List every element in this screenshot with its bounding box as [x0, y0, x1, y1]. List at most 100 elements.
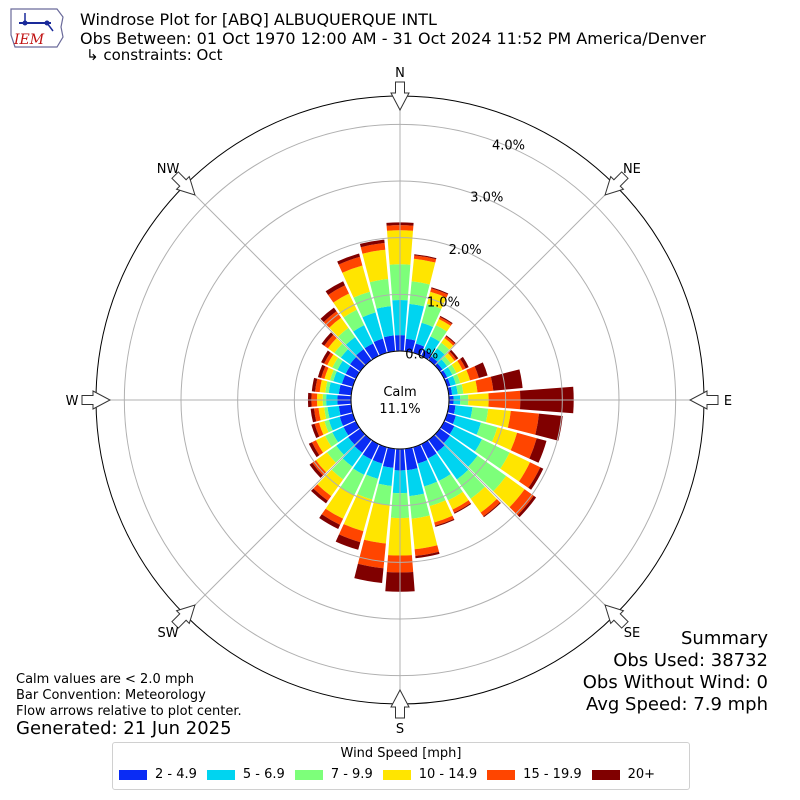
bar-segment — [332, 357, 343, 370]
grid-spoke — [184, 434, 366, 616]
bar-segment — [339, 524, 364, 543]
bar-segment — [327, 354, 339, 368]
bar-segment — [435, 518, 455, 527]
bar-segment — [321, 366, 329, 379]
bar-segment — [357, 474, 378, 500]
bar-segment — [452, 374, 461, 385]
bar-segment — [313, 484, 332, 501]
bar-segment — [338, 384, 353, 396]
obs-without-wind: Obs Without Wind: 0 — [582, 672, 768, 693]
bar-segment — [470, 486, 497, 513]
legend-item: 10 - 14.9 — [382, 767, 477, 782]
direction-label: E — [724, 394, 732, 409]
rose-labels: 0.0% 1.0% 2.0% 3.0% 4.0% N NE E SE S SW W NW Calm 11.1… — [66, 66, 733, 737]
bar-segment — [376, 306, 394, 338]
bar-segment — [413, 444, 428, 464]
bar-segment — [409, 493, 430, 519]
legend-swatch — [487, 769, 516, 780]
bar-segment — [339, 413, 356, 426]
flow-arrow-icon — [604, 171, 629, 196]
bar-segment — [353, 291, 376, 318]
bar-segment — [321, 332, 334, 346]
bar-segment — [324, 352, 334, 366]
calm-value: 11.1% — [379, 402, 420, 417]
bar-segment — [334, 343, 348, 358]
legend-item: 5 - 6.9 — [206, 767, 285, 782]
summary-heading: Summary — [681, 628, 768, 649]
bar-segment — [333, 293, 357, 318]
bar-segment — [343, 494, 373, 532]
calm-note: Calm values are < 2.0 mph — [16, 672, 195, 687]
bar-segment — [315, 378, 322, 393]
bar-segment — [404, 447, 418, 471]
legend-swatch — [294, 769, 323, 780]
bar-segment — [461, 380, 478, 394]
bar-segment — [415, 551, 440, 559]
bar-segment — [529, 438, 547, 463]
bar-segment — [444, 353, 455, 364]
bar-segment — [317, 469, 344, 497]
flow-arrow-icon — [604, 604, 629, 629]
bar-convention-note: Bar Convention: Meteorology — [16, 688, 206, 703]
bar-segment — [435, 428, 450, 443]
bar-segment — [509, 489, 534, 516]
bar-segment — [364, 502, 390, 544]
bar-segment — [493, 476, 525, 508]
summary-box: Summary Obs Used: 38732 Obs Without Wind… — [583, 628, 768, 716]
bar-segment — [443, 435, 478, 467]
bar-segment — [429, 500, 453, 523]
bar-segment — [324, 367, 334, 381]
bar-segment — [310, 408, 317, 423]
bar-segment — [324, 419, 333, 433]
bar-segment — [333, 371, 346, 384]
bar-segment — [441, 356, 451, 367]
bar-segment — [319, 379, 328, 393]
bar-segment — [406, 468, 424, 497]
generated-date: Generated: 21 Jun 2025 — [16, 718, 232, 739]
bar-segment — [315, 452, 336, 473]
bar-segment — [457, 369, 471, 384]
legend-swatch — [591, 769, 620, 780]
bar-segment — [328, 285, 349, 303]
bar-segment — [447, 364, 457, 375]
legend-item: 15 - 19.9 — [487, 767, 582, 782]
bar-segment — [466, 366, 479, 381]
bar-segment — [331, 458, 353, 480]
bar-segment — [437, 359, 448, 370]
bar-segment — [318, 407, 327, 421]
calm-circle — [350, 350, 450, 450]
flow-arrow-icon — [81, 390, 112, 410]
bar-segment — [475, 439, 510, 469]
bar-segment — [320, 307, 337, 323]
bar-segment — [321, 508, 344, 525]
bar-segment — [431, 348, 445, 362]
direction-label: SE — [624, 626, 640, 641]
legend-label: 5 - 6.9 — [242, 767, 285, 782]
bar-segment — [430, 288, 448, 298]
radial-tick-label: 0.0% — [405, 348, 438, 363]
bar-segment — [447, 376, 456, 386]
bar-segment — [456, 384, 464, 395]
legend-item: 2 - 4.9 — [119, 767, 197, 782]
bar-segment — [437, 445, 469, 480]
bar-segment — [324, 334, 337, 349]
legend: Wind Speed [mph] 2 - 4.9 5 - 6.9 7 - 9.9 10… — [112, 742, 690, 790]
bar-segment — [431, 287, 449, 295]
bar-segment — [421, 440, 437, 459]
bar-segment — [321, 350, 331, 364]
bar-segment — [438, 317, 452, 326]
bar-segment — [343, 421, 360, 436]
bar-segment — [428, 435, 445, 452]
legend-label: 7 - 9.9 — [330, 767, 373, 782]
flow-arrow-icon — [390, 81, 410, 112]
bar-segment — [483, 502, 501, 518]
grid-spoke — [434, 184, 616, 366]
bar-segment — [338, 404, 353, 416]
bar-segment — [468, 455, 507, 492]
bar-segment — [360, 243, 386, 254]
bar-segment — [317, 364, 326, 378]
bar-segment — [378, 466, 394, 486]
bar-segment — [444, 336, 455, 346]
bar-segment — [311, 377, 318, 392]
